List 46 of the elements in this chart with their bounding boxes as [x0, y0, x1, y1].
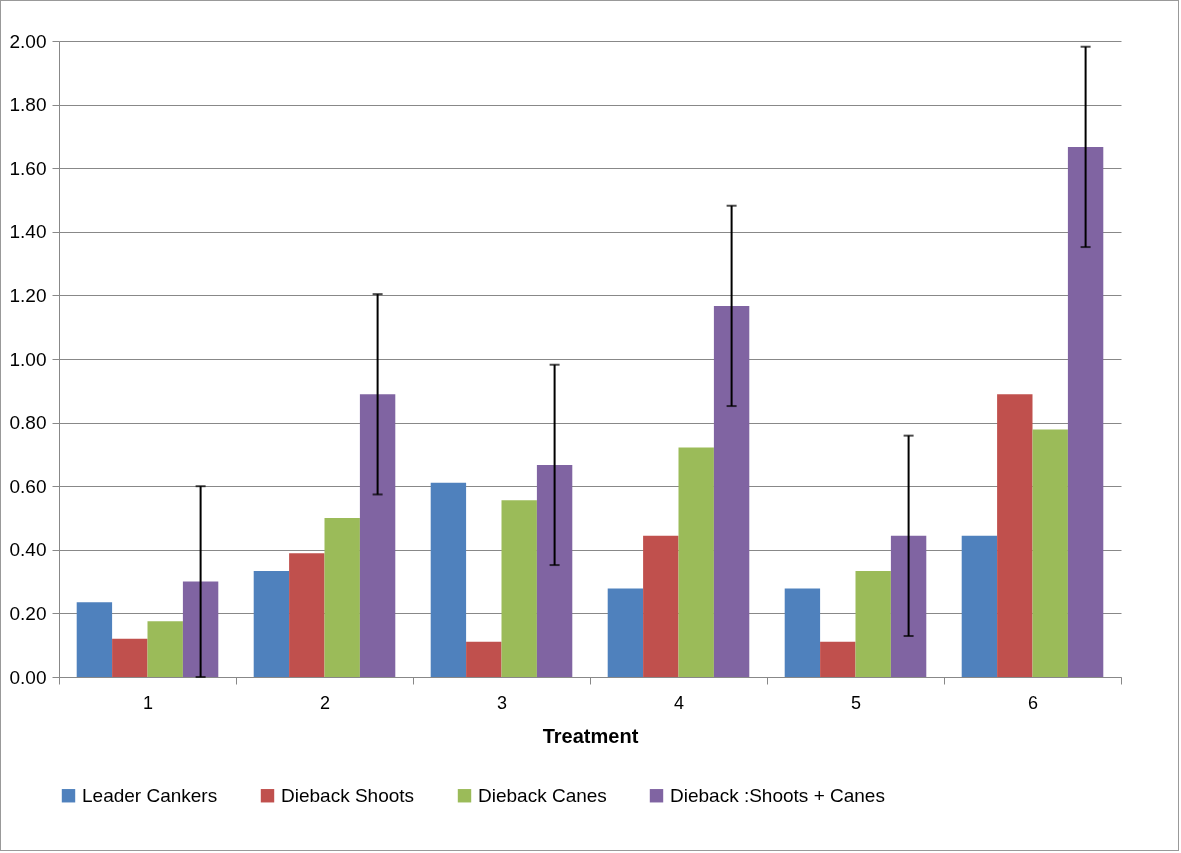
y-tick-label: 0.80: [9, 412, 47, 434]
y-tick-label: 0.00: [9, 666, 47, 688]
bar: [289, 553, 325, 677]
bar: [147, 621, 183, 677]
x-tick-label: 2: [319, 692, 331, 713]
y-tick-label: 1.40: [9, 221, 47, 243]
bar: [1067, 146, 1104, 677]
x-tick-label: 4: [673, 692, 685, 713]
y-tick-label: 0.40: [9, 539, 47, 561]
bar: [784, 588, 821, 677]
y-tick-label: 1.80: [9, 94, 47, 116]
bar: [1032, 429, 1068, 677]
x-axis-title: Treatment: [542, 724, 639, 747]
legend-label: Dieback Canes: [478, 784, 607, 806]
bar: [501, 500, 537, 677]
legend-label: Dieback :Shoots + Canes: [670, 784, 885, 806]
legend-label: Dieback Shoots: [281, 784, 415, 806]
legend-label: Leader Cankers: [82, 784, 218, 806]
bar: [112, 638, 148, 677]
bar: [324, 518, 360, 677]
bar: [607, 588, 644, 677]
bar: [997, 394, 1033, 677]
bar: [713, 305, 750, 677]
y-tick-label: 2.00: [9, 30, 47, 52]
x-tick-label: 3: [496, 692, 508, 713]
bar: [182, 581, 219, 677]
bar: [536, 464, 573, 677]
bar: [961, 535, 998, 677]
bar: [890, 535, 927, 677]
y-tick-label: 0.20: [9, 602, 47, 624]
bar: [855, 571, 891, 677]
x-tick-label: 1: [142, 692, 154, 713]
y-tick-label: 1.20: [9, 284, 47, 306]
bar: [253, 571, 290, 677]
bar: [466, 641, 502, 677]
bar: [678, 447, 714, 677]
bar: [430, 482, 467, 677]
x-tick-label: 5: [850, 692, 862, 713]
bar: [359, 394, 396, 677]
bar: [820, 641, 856, 677]
y-tick-label: 1.60: [9, 157, 47, 179]
y-tick-label: 1.00: [9, 348, 47, 370]
bar: [76, 602, 113, 677]
bar: [643, 535, 679, 677]
x-tick-label: 6: [1027, 692, 1039, 713]
y-tick-label: 0.60: [9, 475, 47, 497]
